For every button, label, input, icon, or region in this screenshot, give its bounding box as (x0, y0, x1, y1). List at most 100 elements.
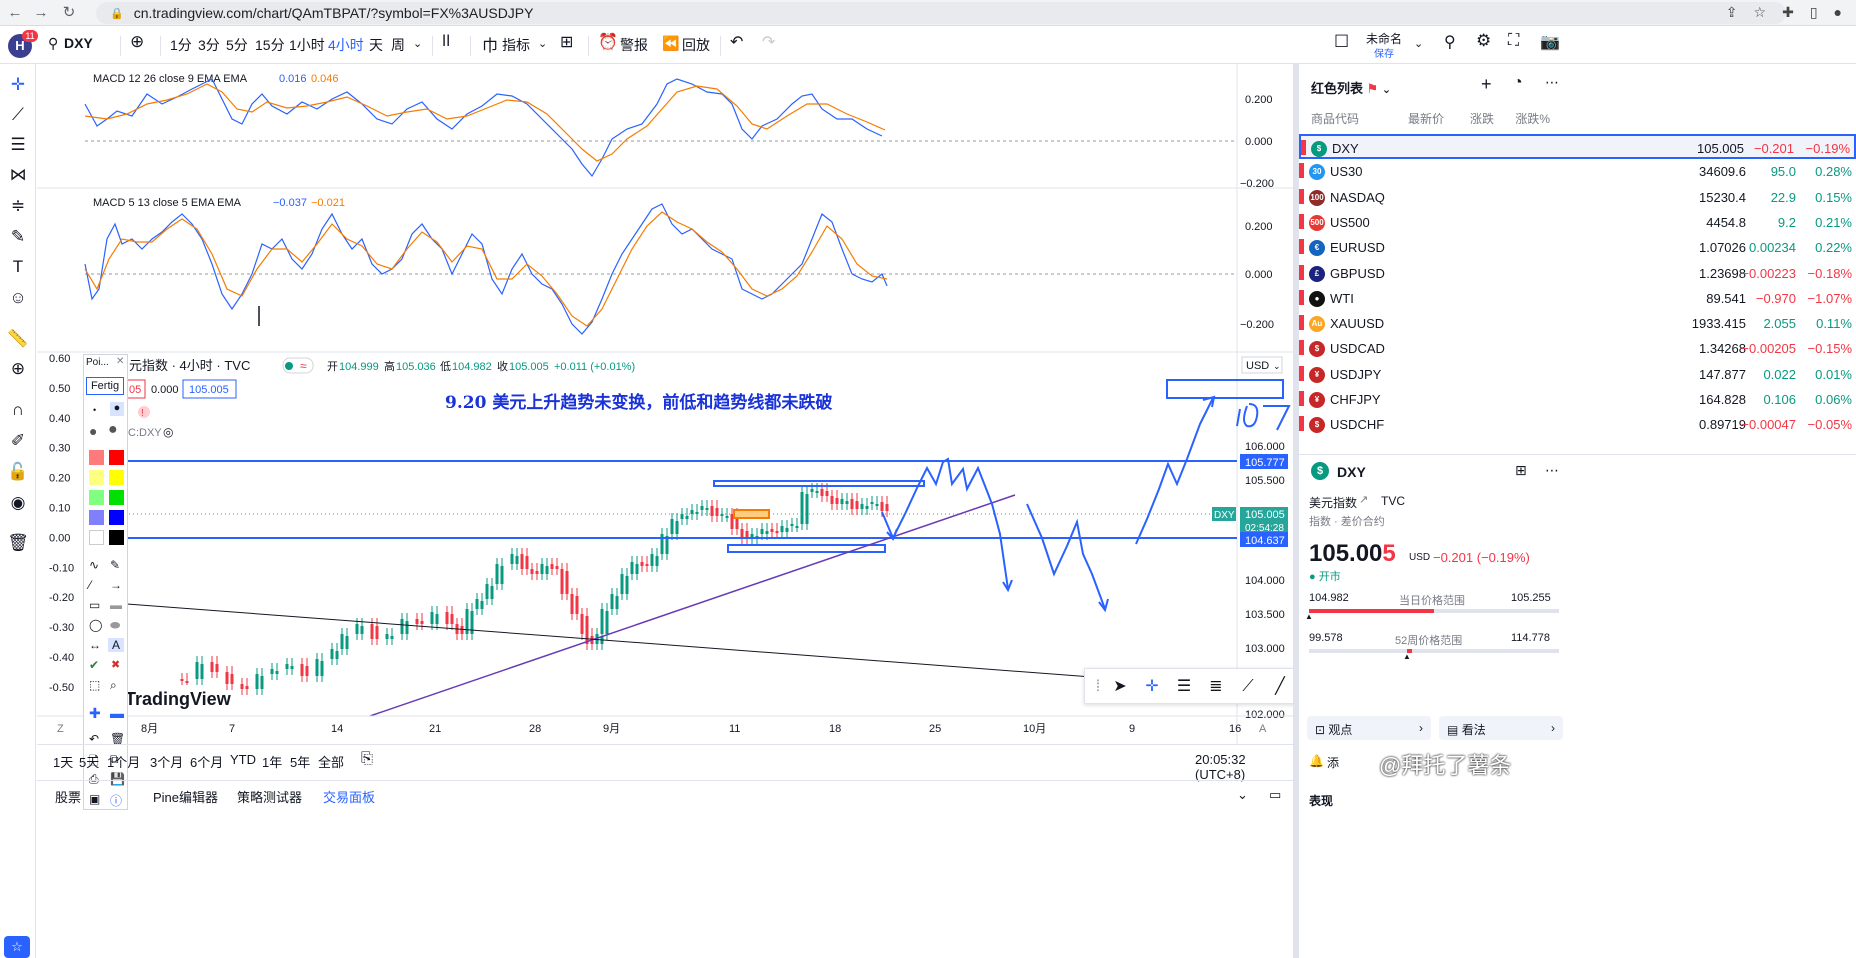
candlestick-series[interactable] (180, 483, 889, 695)
alert-icon[interactable]: ⏰ (598, 34, 618, 51)
maximize-panel-icon[interactable]: ▭ (1269, 787, 1282, 802)
interval-1m[interactable]: 1分 (170, 37, 192, 53)
back-icon[interactable]: ← (7, 4, 23, 21)
fib-icon[interactable]: ≑ (10, 196, 26, 215)
range-ytd[interactable]: YTD (230, 752, 256, 767)
drag-handle-icon[interactable]: ⁞ (1095, 678, 1101, 695)
poi-close-icon[interactable]: ✕ (116, 356, 125, 367)
projection-path-1[interactable] (881, 457, 1009, 590)
interval-dropdown-icon[interactable]: ⌄ (413, 38, 423, 50)
analysis-annotation[interactable]: 9.20 美元上升趋势未变换，前低和趋势线都未跌破 (445, 392, 832, 413)
axis-a-label[interactable]: A (1259, 723, 1267, 735)
star-button[interactable]: ☆ (4, 936, 30, 958)
add-symbol-icon[interactable]: + (1481, 74, 1492, 94)
watchlist-dropdown-icon[interactable]: ⌄ (1381, 84, 1392, 96)
swatch-red[interactable] (109, 450, 124, 465)
watchlist-row-eurusd[interactable]: € EURUSD 1.07026 0.00234 0.22% (1299, 235, 1856, 260)
symbol-name[interactable]: DXY (64, 35, 93, 51)
long-trend-line[interactable] (126, 603, 1093, 678)
compare-add-icon[interactable]: ⊕ (130, 32, 145, 51)
brush-icon[interactable]: ✎ (10, 227, 26, 246)
row-flag-icon[interactable] (1299, 213, 1304, 229)
main-legend-title[interactable]: 元指数 · 4小时 · TVC (129, 358, 250, 373)
indicators-button[interactable]: 指标 (502, 37, 530, 53)
info-icon[interactable]: ⓘ (110, 794, 123, 808)
range-5d[interactable]: 5天 (79, 755, 100, 770)
curve-tool-icon[interactable]: ∿ (89, 558, 100, 572)
trendline-icon[interactable]: ⟋ (12, 105, 24, 124)
stay-drawing-icon[interactable]: ✐ (10, 431, 26, 450)
watchlist-row-gbpusd[interactable]: £ GBPUSD 1.23698 −0.00223 −0.18% (1299, 261, 1856, 286)
line-tool-icon[interactable]: ⁄ (89, 578, 92, 592)
trash-icon[interactable]: 🗑 (7, 533, 29, 552)
segment-tool-icon[interactable]: ╱ (1275, 678, 1285, 695)
check-icon[interactable]: ✔ (89, 658, 100, 672)
hlines-tool-icon[interactable]: ☰ (1176, 678, 1192, 695)
legend-box-3[interactable] (182, 379, 237, 399)
layout-dropdown-icon[interactable]: ⌄ (1414, 38, 1424, 50)
swatch-lightgreen[interactable] (89, 490, 104, 505)
swatch-blue[interactable] (109, 510, 124, 525)
swatch-black[interactable] (109, 530, 124, 545)
plus-icon[interactable]: ✚ (89, 705, 101, 721)
range-1d[interactable]: 1天 (53, 755, 74, 770)
axis-z-label[interactable]: Z (57, 723, 64, 735)
share-icon[interactable]: ⇪ (1725, 4, 1738, 20)
large-dot-option[interactable]: ● (89, 423, 98, 439)
row-flag-icon[interactable] (1299, 340, 1304, 356)
settings-icon[interactable]: ⚙ (1476, 31, 1492, 50)
swatch-yellow[interactable] (109, 470, 124, 485)
notes-button[interactable]: ▤ 看法 › (1439, 716, 1563, 740)
add-news-label[interactable]: 添 (1327, 756, 1340, 770)
swatch-green[interactable] (109, 490, 124, 505)
new-doc-icon[interactable]: 🗋 (89, 754, 99, 768)
row-flag-icon[interactable] (1299, 264, 1304, 280)
watchlist-row-usdcad[interactable]: $ USDCAD 1.34268 −0.00205 −0.15% (1299, 336, 1856, 361)
fullscreen-icon[interactable]: ⛶ (1508, 32, 1520, 49)
add-news-icon[interactable]: 🔔 (1309, 754, 1324, 768)
chart-canvas[interactable]: MACD 12 26 close 9 EMA EMA 0.016 0.046 0… (37, 64, 1293, 744)
performance-label[interactable]: 表现 (1309, 794, 1334, 808)
magnet-icon[interactable]: ∩ (11, 400, 25, 419)
range-1m[interactable]: 1个月 (107, 755, 141, 770)
interval-15m[interactable]: 15分 (255, 37, 285, 53)
watchlist-row-wti[interactable]: ● WTI 89.541 −0.970 −1.07% (1299, 286, 1856, 311)
chart-area[interactable]: MACD 12 26 close 9 EMA EMA 0.016 0.046 0… (37, 64, 1293, 744)
snapshot-icon[interactable]: 📷 (1540, 34, 1560, 51)
col-last-header[interactable]: 最新价 (1407, 112, 1444, 126)
row-flag-icon[interactable] (1299, 416, 1304, 432)
filled-ellipse-tool-icon[interactable]: ⬬ (110, 618, 121, 632)
range-6m[interactable]: 6个月 (190, 755, 224, 770)
indicators-dropdown-icon[interactable]: ⌄ (538, 38, 548, 50)
hide-icon[interactable]: ◉ (10, 493, 26, 512)
extensions-icon[interactable]: ✚ (1782, 4, 1794, 20)
range-5y[interactable]: 5年 (290, 755, 311, 770)
detail-name[interactable]: 美元指数 (1309, 496, 1358, 510)
forward-icon[interactable]: → (33, 4, 49, 21)
swatch-pink[interactable] (89, 450, 104, 465)
arrow-tool-icon[interactable]: → (110, 578, 122, 592)
detail-more-icon[interactable]: ⋯ (1545, 462, 1559, 478)
medium-dot-option[interactable]: ● (110, 402, 124, 416)
collapse-panel-icon[interactable]: ⌄ (1237, 787, 1248, 802)
poi-label[interactable]: Poi... (86, 357, 109, 368)
watchlist-row-usdchf[interactable]: $ USDCHF 0.89719 −0.00047 −0.05% (1299, 412, 1856, 437)
zoom-area-icon[interactable]: ⌕ (110, 678, 117, 692)
interval-1h[interactable]: 1小时 (289, 37, 325, 53)
watchlist-more-icon[interactable]: ⋯ (1545, 74, 1559, 90)
currency-selector[interactable] (1241, 356, 1283, 374)
projection-path-2[interactable] (1026, 503, 1106, 610)
layout-checkbox-icon[interactable]: ☐ (1334, 32, 1350, 51)
text-tool-icon[interactable]: A (108, 638, 124, 652)
row-flag-icon[interactable] (1299, 163, 1304, 179)
select-area-icon[interactable]: ⬚ (89, 678, 101, 692)
url-bar[interactable]: 🔒 cn.tradingview.com/chart/QAmTBPAT/?sym… (96, 2, 1786, 24)
watchlist-row-us500[interactable]: 500 US500 4454.8 9.2 0.21% (1299, 210, 1856, 235)
replay-button[interactable]: 回放 (682, 37, 710, 53)
interval-4h[interactable]: 4小时 (328, 37, 364, 53)
interval-3m[interactable]: 3分 (198, 37, 220, 53)
crosshair-tool-icon[interactable]: ✛ (1145, 678, 1159, 695)
macd1-label[interactable]: MACD 12 26 close 9 EMA EMA (93, 73, 248, 85)
double-arrow-tool-icon[interactable]: ↔ (89, 638, 101, 652)
ideas-button[interactable]: ⊡ 观点 › (1307, 716, 1431, 740)
